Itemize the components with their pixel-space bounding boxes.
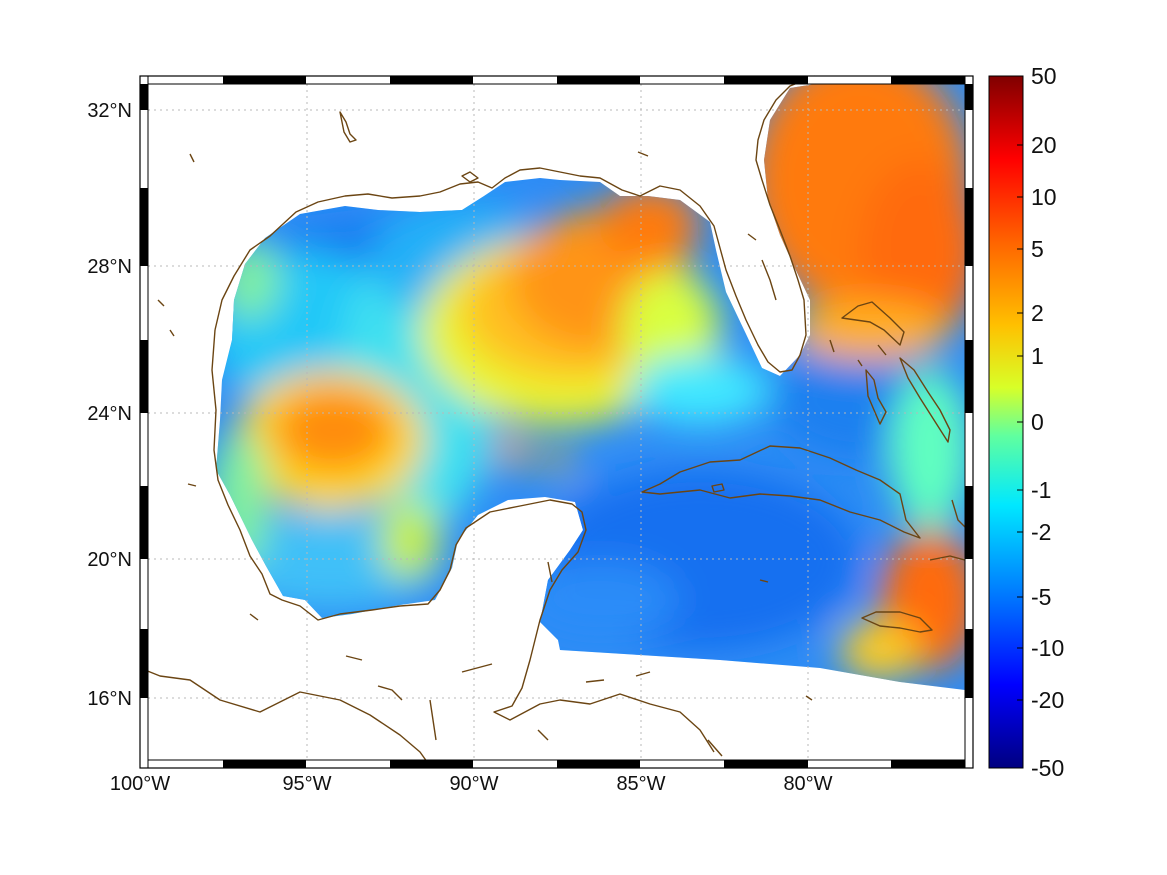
colorbar-tick: 50 [1031, 63, 1057, 89]
lon-label-100w: 100°W [110, 773, 170, 795]
longitude-labels: 100°W 95°W 90°W 85°W 80°W [110, 773, 833, 795]
lat-label-20n: 20°N [87, 549, 132, 571]
colorbar-tick: -20 [1031, 687, 1064, 713]
colorbar-tick: -50 [1031, 755, 1064, 781]
lon-label-85w: 85°W [616, 773, 665, 795]
latitude-labels: 32°N 28°N 24°N 20°N 16°N [87, 100, 132, 710]
map-frame [139, 75, 974, 769]
grid-lines [148, 84, 965, 760]
colorbar-tick: -1 [1031, 477, 1051, 503]
lat-label-28n: 28°N [87, 256, 132, 278]
colorbar-tick: 2 [1031, 300, 1044, 326]
lat-label-16n: 16°N [87, 688, 132, 710]
lat-label-32n: 32°N [87, 100, 132, 122]
colorbar-tick: -2 [1031, 519, 1051, 545]
colorbar: 50 20 10 5 2 1 0 -1 -2 -5 -10 -20 -50 [988, 63, 1064, 781]
colorbar-tick: 10 [1031, 184, 1057, 210]
colorbar-tick: 0 [1031, 409, 1044, 435]
lon-label-95w: 95°W [282, 773, 331, 795]
colorbar-tick: 5 [1031, 236, 1044, 262]
lon-label-80w: 80°W [783, 773, 832, 795]
colorbar-tick: 1 [1031, 343, 1044, 369]
data-field [216, 84, 965, 690]
colorbar-tick: -10 [1031, 635, 1064, 661]
colorbar-tick: 20 [1031, 132, 1057, 158]
coastlines [139, 75, 973, 767]
lon-label-90w: 90°W [449, 773, 498, 795]
colorbar-tick: -5 [1031, 584, 1051, 610]
lat-label-24n: 24°N [87, 403, 132, 425]
